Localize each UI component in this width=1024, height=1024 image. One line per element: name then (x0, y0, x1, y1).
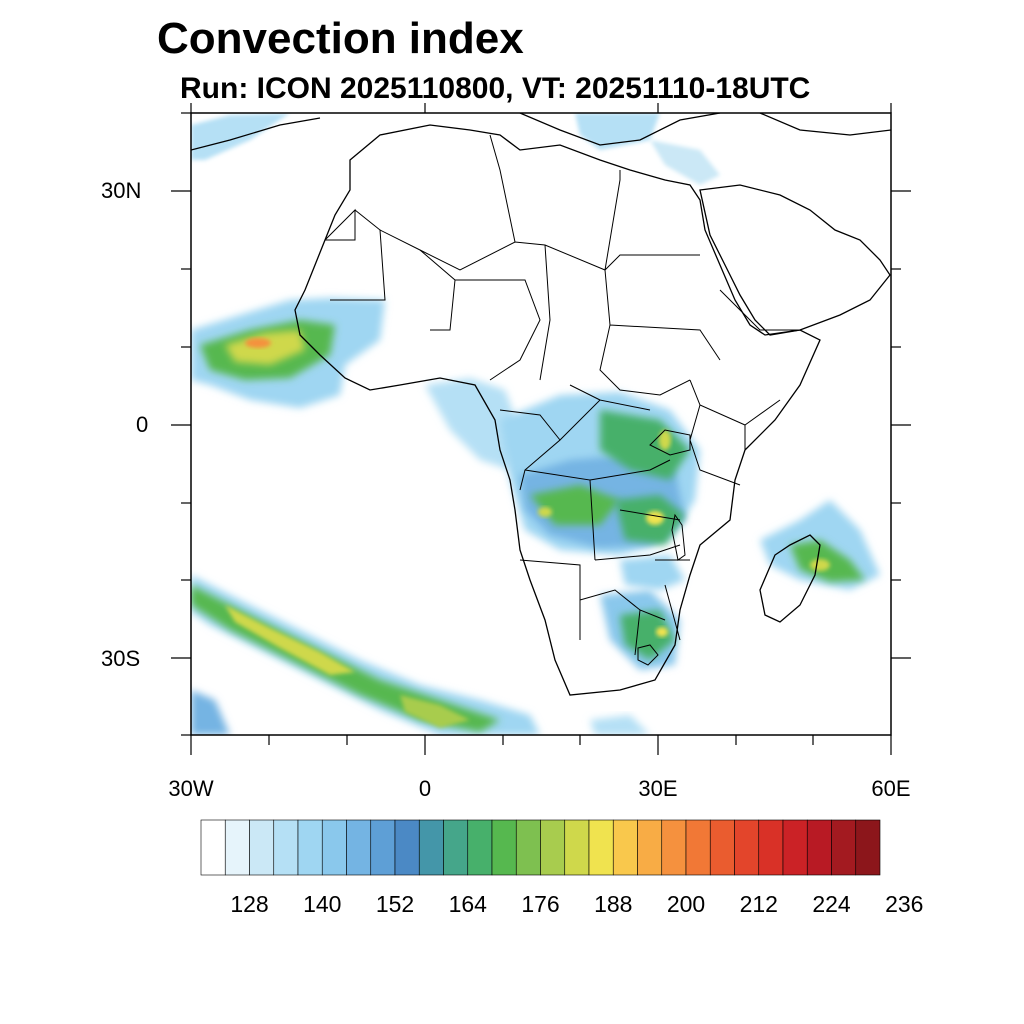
colorbar-label: 164 (449, 891, 488, 917)
field-south-atlantic-outer (191, 575, 540, 735)
colorbar-box (564, 819, 590, 876)
field-southern-ocean (590, 715, 650, 735)
colorbar-box (249, 819, 275, 876)
field-angola (530, 485, 620, 525)
colorbar-box (297, 819, 323, 876)
field-angola-core (538, 507, 552, 517)
colorbar-box (588, 819, 614, 876)
colorbar-box (443, 819, 469, 876)
colorbar-label: 236 (885, 891, 923, 917)
colorbar-box (612, 819, 638, 876)
borders-central (499, 384, 681, 561)
colorbar-box (370, 819, 396, 876)
colorbar-box (637, 819, 663, 876)
x-tick-label-60e: 60E (871, 776, 911, 801)
med-north-coast (191, 113, 891, 151)
africa-coastline (294, 124, 821, 696)
field-lake-core (659, 430, 671, 450)
borders-sahel (324, 208, 721, 396)
colorbar-box (709, 819, 735, 876)
colorbar-labels: 128 140 152 164 176 188 200 212 224 236 (230, 891, 923, 917)
colorbar-box (224, 819, 250, 876)
colorbar-box (782, 819, 808, 876)
y-tick-label-30n: 30N (101, 178, 142, 203)
borders-north-africa (354, 134, 700, 381)
colorbar-boxes (200, 819, 881, 876)
chart-title: Convection index (157, 14, 524, 63)
colorbar-box (831, 819, 857, 876)
country-borders (324, 134, 800, 666)
colorbar-box (661, 819, 687, 876)
field-south-africa-core (656, 627, 668, 637)
colorbar-label: 176 (521, 891, 559, 917)
colorbar-box (806, 819, 832, 876)
arabia-coastline (699, 184, 891, 336)
lesotho (637, 644, 659, 666)
chart-subtitle: Run: ICON 2025110800, VT: 20251110-18UTC (180, 72, 811, 105)
lake-malawi (671, 513, 686, 561)
axis-ticks (171, 103, 911, 755)
colorbar-box (273, 819, 299, 876)
x-tick-label-30w: 30W (168, 776, 214, 801)
plot-frame (190, 112, 892, 736)
colorbar-label: 224 (812, 891, 851, 917)
field-south-atlantic-green (191, 585, 500, 732)
colorbar-box (200, 819, 226, 876)
coastlines (191, 113, 891, 696)
field-eastern-med (650, 140, 720, 185)
field-west-africa-yellow (225, 330, 305, 365)
colorbar-label: 212 (740, 891, 778, 917)
borders-east-africa (689, 289, 800, 486)
colorbar-box (758, 819, 784, 876)
field-mozambique (620, 555, 685, 590)
field-west-africa-core (245, 338, 271, 348)
x-tick-label-30e: 30E (638, 776, 678, 801)
colorbar-box (515, 819, 541, 876)
field-zambia-core (646, 511, 664, 525)
field-gulf-of-guinea (425, 378, 520, 470)
colorbar-box (346, 819, 372, 876)
field-madagascar-green (790, 540, 865, 582)
madagascar-coastline (759, 534, 821, 623)
field-southwest-corner (191, 690, 230, 735)
y-tick-label-30s: 30S (101, 646, 141, 671)
colorbar-box (467, 819, 493, 876)
colorbar-box (321, 819, 347, 876)
colorbar-label: 128 (230, 891, 268, 917)
colorbar-box (394, 819, 420, 876)
x-tick-label-0: 0 (418, 776, 432, 801)
field-south-atlantic-yellow (225, 605, 355, 675)
field-madagascar-core (810, 559, 830, 571)
colorbar-box (734, 819, 760, 876)
colorbar-box (540, 819, 566, 876)
colorbar-box (418, 819, 444, 876)
colorbar-label: 140 (303, 891, 341, 917)
field-south-atlantic-east (400, 695, 470, 728)
colorbar-label: 188 (594, 891, 632, 917)
colorbar-label: 152 (376, 891, 414, 917)
colorbar-box (685, 819, 711, 876)
colorbar-label: 200 (667, 891, 705, 917)
colorbar-box (855, 819, 881, 876)
field-lake-region (600, 410, 690, 480)
lake-victoria (649, 429, 691, 456)
borders-southern (519, 559, 690, 656)
colorbar-box (491, 819, 517, 876)
field-south-africa-green (620, 610, 675, 660)
y-tick-label-0: 0 (136, 412, 149, 437)
